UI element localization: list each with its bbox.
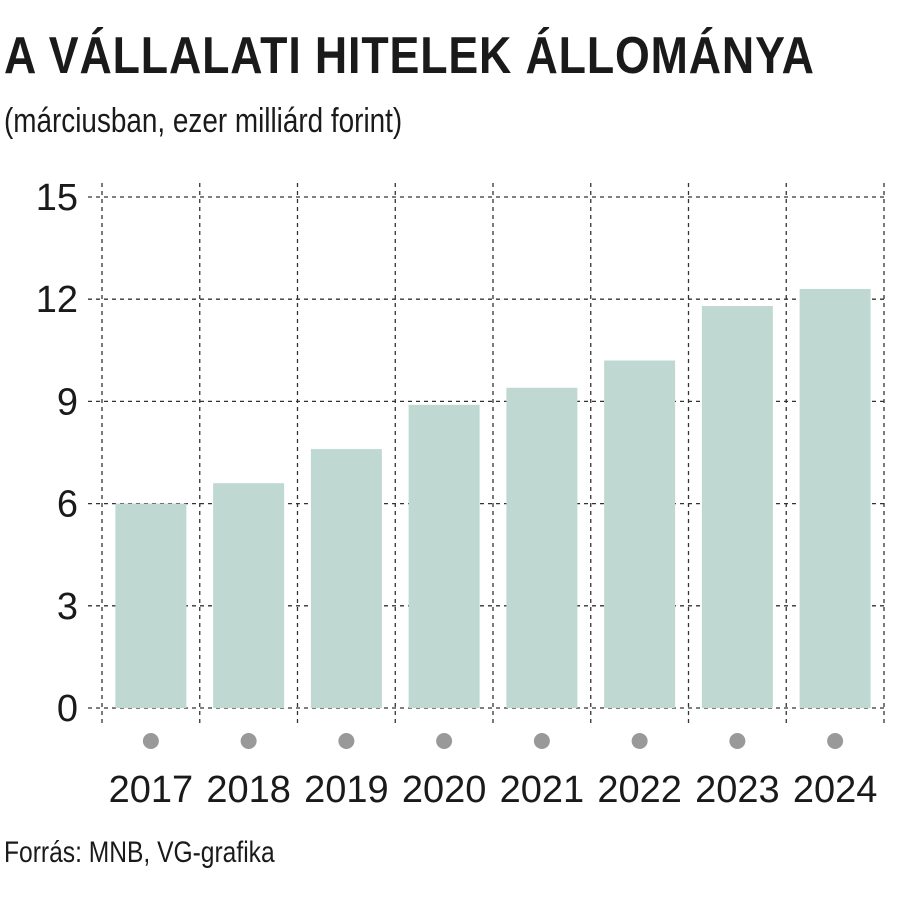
bar [408,404,480,708]
source-note: Forrás: MNB, VG-grafika [4,836,275,869]
grid-lines [88,183,885,724]
y-tick-label: 12 [36,279,78,321]
y-tick-label: 9 [57,381,78,423]
y-tick-label: 0 [57,688,78,730]
x-tick-label: 2017 [109,769,194,811]
category-marker [436,733,453,749]
category-marker [631,733,648,749]
x-tick-label: 2024 [793,769,878,811]
category-marker [729,733,746,749]
bar [799,288,871,708]
bar [701,306,773,708]
x-axis-ticks: 2017 2018 2019 2020 2021 2022 2023 2024 [109,733,878,811]
x-tick-label: 2023 [695,769,780,811]
bar [115,503,187,708]
category-marker [240,733,257,749]
bar [213,483,285,708]
y-tick-label: 3 [57,586,78,628]
chart-subtitle: (márciusban, ezer milliárd forint) [4,102,403,140]
y-tick-label: 6 [57,484,78,526]
category-marker [827,733,844,749]
x-tick-label: 2020 [402,769,487,811]
x-tick-label: 2019 [304,769,389,811]
y-tick-label: 15 [36,177,78,219]
category-marker [338,733,355,749]
x-tick-label: 2021 [500,769,585,811]
category-marker [533,733,550,749]
bars [115,288,871,708]
y-axis-ticks: 0 3 6 9 12 15 [36,177,78,730]
category-marker [142,733,159,749]
chart-title: A VÁLLALATI HITELEK ÁLLOMÁNYA [4,27,815,85]
bar [604,360,676,708]
bar [506,387,578,708]
x-tick-label: 2022 [597,769,682,811]
x-tick-label: 2018 [206,769,291,811]
bar [310,449,382,708]
